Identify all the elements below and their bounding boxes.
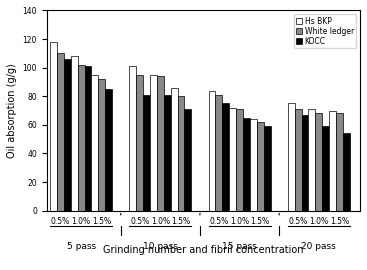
Bar	[322, 126, 329, 211]
Bar	[150, 75, 157, 211]
Bar	[295, 109, 302, 211]
Bar	[315, 113, 322, 211]
Bar	[71, 56, 78, 211]
Bar	[257, 122, 264, 211]
Legend: Hs BKP, White ledger, KOCC: Hs BKP, White ledger, KOCC	[294, 14, 356, 48]
Bar	[164, 95, 171, 211]
Text: 10 pass: 10 pass	[143, 242, 178, 251]
Bar	[50, 42, 57, 211]
Text: 20 pass: 20 pass	[301, 242, 336, 251]
Bar	[178, 96, 185, 211]
Bar	[329, 110, 336, 211]
Bar	[85, 66, 91, 211]
Bar	[129, 66, 136, 211]
Bar	[105, 89, 112, 211]
Bar	[264, 126, 270, 211]
Bar	[185, 109, 191, 211]
Bar	[222, 103, 229, 211]
Bar	[98, 79, 105, 211]
X-axis label: Grinding number and fibril concentration: Grinding number and fibril concentration	[103, 245, 304, 255]
Bar	[288, 103, 295, 211]
Bar	[302, 115, 308, 211]
Bar	[57, 53, 64, 211]
Bar	[91, 75, 98, 211]
Bar	[308, 109, 315, 211]
Bar	[208, 90, 215, 211]
Bar	[143, 95, 150, 211]
Bar	[64, 59, 71, 211]
Bar	[343, 133, 350, 211]
Bar	[157, 76, 164, 211]
Bar	[250, 119, 257, 211]
Text: 15 pass: 15 pass	[222, 242, 257, 251]
Bar	[236, 109, 243, 211]
Bar	[229, 108, 236, 211]
Bar	[336, 113, 343, 211]
Bar	[215, 95, 222, 211]
Bar	[78, 65, 85, 211]
Bar	[243, 118, 250, 211]
Bar	[171, 88, 178, 211]
Y-axis label: Oil absorption (g/g): Oil absorption (g/g)	[7, 63, 17, 158]
Bar	[136, 75, 143, 211]
Text: 5 pass: 5 pass	[66, 242, 96, 251]
